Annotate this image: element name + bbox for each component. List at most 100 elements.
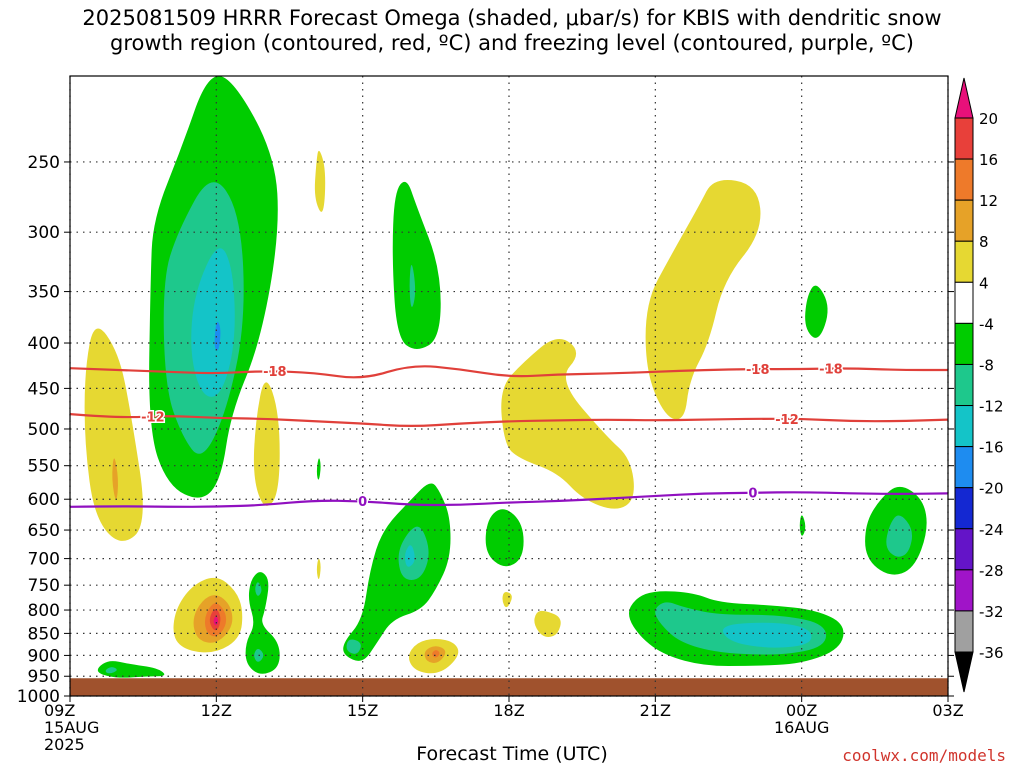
y-tick-label: 600 [28, 490, 60, 510]
omega-region-pos-diag [645, 179, 761, 420]
contour-label: -18 [819, 363, 843, 378]
y-tick-label: 950 [28, 667, 60, 687]
omega-region-pos-1730 [534, 610, 561, 637]
colorbar-bin [954, 158, 974, 201]
omega-region-pos-left [84, 328, 143, 541]
y-tick-label: 550 [28, 457, 60, 477]
colorbar-bin [954, 528, 974, 571]
omega-region-pos-narrow [253, 382, 280, 506]
colorbar-tick-label: -24 [979, 521, 1004, 539]
y-tick-label: 250 [28, 153, 60, 173]
x-tick-label: 09Z [44, 701, 75, 720]
omega-region-tiny-green-600 [316, 458, 321, 480]
omega-region-pos-tiny [314, 150, 326, 212]
colorbar-tick-label: -36 [979, 644, 1004, 662]
chart-title: 2025081509 HRRR Forecast Omega (shaded, … [0, 6, 1024, 56]
omega-region-pos-17z [502, 591, 512, 608]
omega-region-pos-mid [501, 339, 634, 509]
colorbar-bottom-triangle [954, 651, 974, 693]
colorbar-top-triangle [954, 77, 974, 119]
contour-label: -18 [746, 363, 770, 378]
x-tick-label: 2025 [44, 735, 85, 754]
omega-region-ascent-lower [405, 545, 415, 567]
contour-label: -12 [775, 413, 799, 428]
y-tick-label: 450 [28, 379, 60, 399]
y-tick-label: 900 [28, 646, 60, 666]
x-tick-label: 00Z [786, 701, 817, 720]
colorbar-bin [954, 117, 974, 160]
colorbar-bin [954, 322, 974, 365]
colorbar-tick-label: 8 [979, 233, 989, 251]
x-tick-label: 18Z [493, 701, 524, 720]
omega-region-ascent-tower [191, 248, 235, 397]
omega-shading [84, 76, 927, 678]
omega-region-small-green [805, 285, 828, 338]
contour-label: 0 [358, 495, 367, 510]
colorbar: 20 16 12 8 4 -4 -8 -12 -16 -20 -24 -28 -32 -36 [954, 77, 1004, 693]
colorbar-tick-label: 12 [979, 192, 998, 210]
x-tick-label: 21Z [640, 701, 671, 720]
colorbar-bin [954, 405, 974, 448]
colorbar-tick-label: 20 [979, 110, 998, 128]
omega-region-tiny-green-630 [799, 515, 806, 536]
colorbar-tick-label: -4 [979, 315, 994, 333]
x-tick-label: 12Z [201, 701, 232, 720]
y-tick-label: 400 [28, 334, 60, 354]
omega-region-green-right [886, 515, 913, 557]
y-tick-label: 750 [28, 576, 60, 596]
colorbar-tick-label: -28 [979, 562, 1004, 580]
colorbar-bin [954, 446, 974, 489]
colorbar-bin [954, 487, 974, 530]
omega-region-green-right-bottom [722, 622, 812, 648]
colorbar-bin [954, 240, 974, 283]
colorbar-tick-label: -12 [979, 398, 1004, 416]
y-tick-label: 800 [28, 601, 60, 621]
y-tick-label: 700 [28, 550, 60, 570]
y-axis-ticks: 2503003504004505005506006507007508008509… [17, 153, 954, 707]
contour-label: -12 [141, 410, 165, 425]
omega-region-upper-green [409, 264, 416, 308]
contour-0 [69, 491, 949, 508]
colorbar-bin [954, 363, 974, 407]
contour--18 [69, 365, 948, 379]
omega-region-ascent-lower [346, 639, 361, 654]
colorbar-tick-label: -20 [979, 480, 1004, 498]
omega-region-pos-bottom-left [213, 616, 219, 626]
x-tick-label: 15Z [347, 701, 378, 720]
temperature-contours: -18 -18 -18 -12 -12 0 0 [69, 361, 949, 512]
colorbar-tick-label: -32 [979, 603, 1004, 621]
colorbar-tick-label: -16 [979, 439, 1004, 457]
y-tick-label: 350 [28, 283, 60, 303]
y-tick-label: 850 [28, 624, 60, 644]
x-tick-label: 03Z [932, 701, 963, 720]
omega-region-upper-green [392, 181, 441, 349]
chart-title-line2: growth region (contoured, red, ºC) and f… [110, 31, 914, 55]
contour-label: 0 [748, 487, 757, 502]
y-tick-label: 650 [28, 521, 60, 541]
colorbar-tick-label: -8 [979, 356, 994, 374]
y-tick-label: 500 [28, 420, 60, 440]
colorbar-tick-label: 4 [979, 274, 989, 292]
x-tick-label: 16AUG [774, 718, 829, 737]
y-tick-label: 1000 [17, 687, 60, 707]
omega-region-green-left-bottom [105, 667, 117, 674]
omega-region-tiny-yellow-700 [316, 558, 321, 580]
x-tick-label: 15AUG [44, 718, 99, 737]
colorbar-bin [954, 281, 974, 324]
x-axis-label: Forecast Time (UTC) [416, 743, 608, 765]
chart-title-line1: 2025081509 HRRR Forecast Omega (shaded, … [82, 6, 942, 30]
omega-region-green-1130 [245, 572, 280, 674]
colorbar-bin [954, 610, 974, 653]
credit-link[interactable]: coolwx.com/models [842, 746, 1006, 765]
contour-label: -18 [263, 365, 287, 380]
omega-region-green-blob-18z [485, 509, 524, 567]
colorbar-bin [954, 199, 974, 242]
omega-region-ascent-lower [343, 483, 451, 661]
colorbar-bin [954, 569, 974, 612]
omega-region-green-left-bottom [97, 661, 165, 678]
contour--12 [69, 413, 949, 427]
y-tick-label: 300 [28, 223, 60, 243]
omega-region-pos-left [112, 458, 118, 500]
